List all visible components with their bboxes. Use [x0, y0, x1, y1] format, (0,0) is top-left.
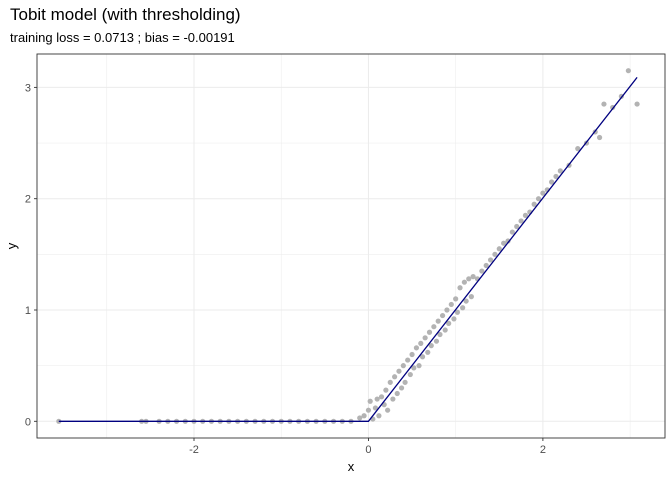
data-point — [428, 343, 434, 349]
y-axis: 0 1 2 3 — [25, 82, 37, 428]
y-tick-label: 3 — [25, 82, 31, 94]
data-point — [553, 173, 559, 180]
x-tick-label: -2 — [189, 444, 199, 456]
data-point — [396, 368, 402, 374]
y-tick-label: 2 — [25, 194, 31, 206]
data-point — [367, 398, 373, 404]
fit-line — [58, 76, 638, 422]
data-point — [400, 363, 406, 369]
data-point — [387, 379, 393, 385]
data-point — [535, 196, 542, 202]
data-point — [361, 413, 367, 419]
data-point — [439, 312, 446, 319]
data-point — [376, 413, 382, 419]
data-point — [416, 363, 422, 369]
data-point — [446, 320, 452, 326]
data-point — [634, 101, 640, 107]
x-tick-label: 0 — [365, 444, 371, 456]
data-point — [365, 407, 372, 413]
data-point — [374, 396, 380, 402]
data-point — [625, 68, 631, 74]
y-axis-title: y — [4, 242, 19, 249]
data-point — [466, 276, 472, 282]
data-point — [514, 223, 520, 230]
data-point — [437, 331, 443, 338]
data-point — [470, 274, 476, 280]
x-axis: -2 0 2 — [189, 438, 546, 456]
data-point — [372, 405, 379, 411]
data-point — [385, 407, 391, 413]
data-point — [425, 349, 431, 355]
data-point — [433, 338, 440, 344]
data-point — [468, 294, 474, 300]
data-point — [557, 168, 563, 174]
data-point — [426, 329, 433, 335]
data-point — [435, 318, 441, 324]
data-point — [419, 354, 426, 360]
data-point — [411, 365, 417, 371]
data-point — [398, 385, 405, 391]
data-point — [496, 246, 502, 252]
data-point — [575, 146, 581, 152]
data-point — [601, 101, 607, 107]
x-tick-label: 2 — [540, 444, 546, 456]
data-point — [405, 357, 411, 363]
data-point — [509, 229, 515, 235]
data-point — [522, 212, 529, 218]
data-point — [402, 379, 408, 385]
data-point — [518, 218, 524, 224]
data-point — [483, 262, 489, 269]
data-point — [463, 298, 469, 304]
chart-subtitle: training loss = 0.0713 ; bias = -0.00191 — [10, 30, 235, 45]
y-tick-label: 0 — [25, 416, 31, 428]
data-point — [460, 305, 466, 311]
data-point — [492, 251, 498, 257]
data-points — [56, 68, 640, 424]
data-point — [390, 396, 396, 402]
data-point — [457, 285, 463, 291]
data-point — [444, 307, 450, 313]
data-point — [501, 240, 507, 246]
data-point — [451, 316, 457, 322]
data-point — [479, 268, 485, 274]
data-point — [596, 134, 603, 141]
data-point — [454, 309, 461, 315]
data-point — [431, 324, 437, 330]
x-axis-title: x — [348, 459, 355, 474]
data-point — [487, 257, 494, 263]
data-point — [540, 190, 546, 196]
data-point — [407, 371, 413, 378]
data-point — [378, 394, 385, 400]
data-point — [505, 238, 511, 244]
data-point — [392, 374, 398, 380]
data-point — [453, 296, 459, 302]
data-point — [549, 179, 555, 185]
data-point — [461, 279, 467, 285]
data-point — [394, 390, 400, 397]
data-point — [413, 345, 420, 351]
data-point — [409, 351, 415, 358]
data-point — [418, 340, 424, 346]
data-point — [357, 415, 363, 421]
y-tick-label: 1 — [25, 305, 31, 317]
panel-border — [36, 53, 666, 439]
data-point — [531, 201, 537, 207]
plot-panel — [37, 54, 665, 438]
data-point — [422, 335, 428, 341]
chart-title: Tobit model (with thresholding) — [10, 5, 241, 24]
data-point — [448, 301, 454, 308]
data-point — [442, 327, 448, 333]
data-point — [383, 387, 389, 393]
